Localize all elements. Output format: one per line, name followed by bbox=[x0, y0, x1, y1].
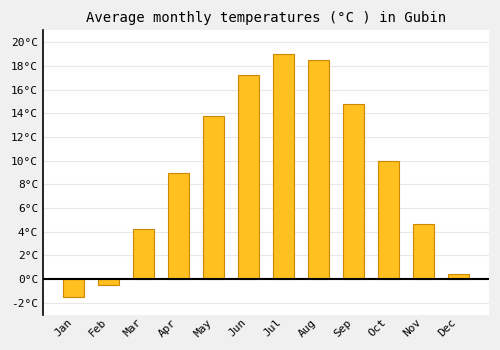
Title: Average monthly temperatures (°C ) in Gubin: Average monthly temperatures (°C ) in Gu… bbox=[86, 11, 446, 25]
Bar bbox=[412, 224, 434, 279]
Bar bbox=[98, 279, 119, 285]
Bar bbox=[133, 230, 154, 279]
Bar bbox=[343, 104, 364, 279]
Bar bbox=[63, 279, 84, 297]
Bar bbox=[168, 173, 189, 279]
Bar bbox=[273, 54, 294, 279]
Bar bbox=[203, 116, 224, 279]
Bar bbox=[238, 76, 259, 279]
Bar bbox=[378, 161, 398, 279]
Bar bbox=[308, 60, 329, 279]
Bar bbox=[448, 274, 468, 279]
